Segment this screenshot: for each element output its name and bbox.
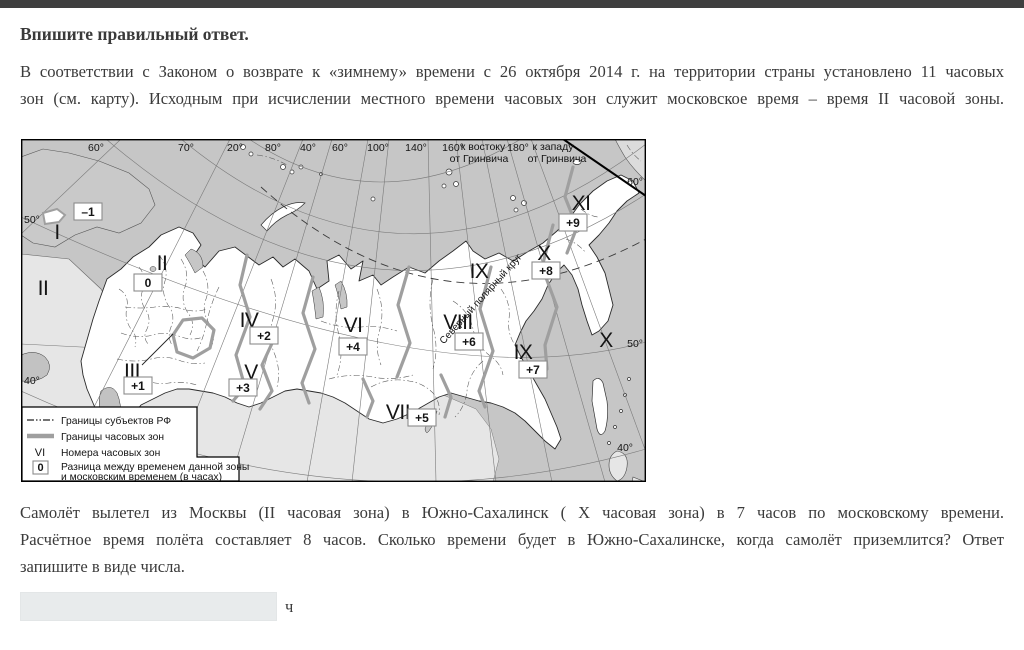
zone-label-viii: VIII <box>443 311 473 334</box>
legend-subject-border-label: Границы субъектов РФ <box>61 415 171 427</box>
offset-plus3: +3 <box>228 378 258 397</box>
svg-text:+7: +7 <box>526 363 540 377</box>
svg-text:+6: +6 <box>462 335 476 349</box>
map-border <box>20 138 646 483</box>
kaliningrad-region <box>41 207 67 226</box>
top-accent-bar <box>0 0 1024 8</box>
time-zone-map: 60° 70° 20° 80° 40° 60° 100° 140° 160° 1… <box>20 138 647 483</box>
answer-input[interactable] <box>20 592 277 621</box>
gulfs-and-lakes <box>136 248 438 433</box>
svg-text:0: 0 <box>145 276 152 290</box>
legend-numeral-symbol: VI <box>35 447 45 459</box>
intro-line-2: зон (см. карту). Исходным при исчислении… <box>20 89 1004 108</box>
legend-numeral-label: Номера часовых зон <box>61 448 160 459</box>
svg-text:+1: +1 <box>131 379 145 393</box>
answer-unit-label: ч <box>285 596 294 616</box>
lon-label-180: 180° <box>507 142 529 154</box>
offset-minus1: –1 <box>73 202 103 221</box>
svg-text:+8: +8 <box>539 264 553 278</box>
greenwich-west-label: к западу <box>532 141 574 153</box>
offset-plus4: +4 <box>338 337 368 356</box>
lon-label-160: 160° <box>442 142 464 154</box>
svg-text:+5: +5 <box>415 411 429 425</box>
greenwich-east-label2: от Гринвича <box>450 153 509 165</box>
lon-label-20: 20° <box>227 142 243 154</box>
offset-plus1: +1 <box>123 376 153 395</box>
lon-label-140: 140° <box>405 142 427 154</box>
graticule-labels: 60° 70° 20° 80° 40° 60° 100° 140° 160° 1… <box>24 141 643 454</box>
zone-boundaries <box>171 165 579 419</box>
question-line-1: Самолёт вылетел из Москвы (II часовая зо… <box>20 503 1004 522</box>
time-zone-map-svg: 60° 70° 20° 80° 40° 60° 100° 140° 160° 1… <box>20 138 647 483</box>
zone-label-ii: II <box>157 252 168 275</box>
zone-label-ix: IX <box>514 341 533 364</box>
intro-paragraph: В соответствии с Законом о возврате к «з… <box>20 58 1004 112</box>
black-sea <box>20 352 50 382</box>
greenwich-west-label2: от Гринвича <box>528 153 587 165</box>
svg-text:–1: –1 <box>81 205 95 219</box>
zone-iii-leader-line <box>141 333 174 366</box>
question-paragraph: Самолёт вылетел из Москвы (II часовая зо… <box>20 499 1004 580</box>
zone-label-iv: IV <box>240 309 259 332</box>
svg-text:+3: +3 <box>236 381 250 395</box>
legend-offset-label-2: и московским временем (в часах) <box>61 472 222 482</box>
legend-offset-label-1: Разница между временем данной зоны <box>61 462 249 473</box>
offset-plus9: +9 <box>558 213 588 232</box>
russia-land <box>80 174 640 450</box>
lat-label-60-top: 60° <box>88 142 104 154</box>
offset-0: 0 <box>133 273 163 292</box>
zone-label-xi: XI <box>572 192 591 215</box>
greenwich-east-label: к востоку <box>461 141 506 153</box>
zone-label-i: I <box>54 221 59 244</box>
zone-offsets: –1 0 +1 +2 +3 +4 +5 +6 <box>73 202 588 427</box>
zone-label-v: V <box>244 361 258 384</box>
offset-plus8: +8 <box>531 261 561 280</box>
svg-text:+4: +4 <box>346 340 360 354</box>
legend-offset-symbol: 0 <box>37 462 43 474</box>
lat-label-80-top: 80° <box>265 142 281 154</box>
page-title: Впишите правильный ответ. <box>20 24 249 44</box>
zone-label-ix-top: IX <box>470 260 489 283</box>
answer-row: ч <box>20 592 293 621</box>
legend-offset-symbol-box <box>32 460 49 475</box>
lon-label-60: 60° <box>332 142 348 154</box>
lat-label-50-left: 50° <box>24 214 40 226</box>
arctic-islands <box>240 144 582 232</box>
intro-line-1: В соответствии с Законом о возврате к «з… <box>20 62 1004 81</box>
svg-text:+2: +2 <box>257 329 271 343</box>
zone-label-x: X <box>599 329 613 352</box>
offset-plus6: +6 <box>454 332 484 351</box>
question-line-2: Расчётное время полёта составляет 8 часо… <box>20 530 1004 549</box>
sakhalin-kurils <box>591 377 631 445</box>
lat-label-40-left: 40° <box>24 375 40 387</box>
arctic-circle-line <box>260 186 647 284</box>
lon-label-40: 40° <box>300 142 316 154</box>
lat-label-40-right: 40° <box>617 442 633 454</box>
offset-plus7: +7 <box>518 360 548 379</box>
zone-label-ii-left: II <box>38 277 49 300</box>
offset-plus2: +2 <box>249 326 279 345</box>
question-line-3: запишите в виде числа. <box>20 557 185 576</box>
lat-label-60-right: 60° <box>627 176 643 188</box>
map-legend: Границы субъектов РФ Границы часовых зон… <box>21 406 249 483</box>
lon-label-100: 100° <box>367 142 389 154</box>
lat-label-70-top: 70° <box>178 142 194 154</box>
zone-label-vii: VII <box>386 401 410 424</box>
lat-label-50-right: 50° <box>627 338 643 350</box>
legend-zone-border-label: Границы часовых зон <box>61 432 164 443</box>
svg-text:+9: +9 <box>566 216 580 230</box>
offset-plus5: +5 <box>407 408 437 427</box>
zone-label-vi: VI <box>344 314 363 337</box>
date-line-180 <box>562 138 647 197</box>
zone-label-x-top: X <box>537 242 551 265</box>
